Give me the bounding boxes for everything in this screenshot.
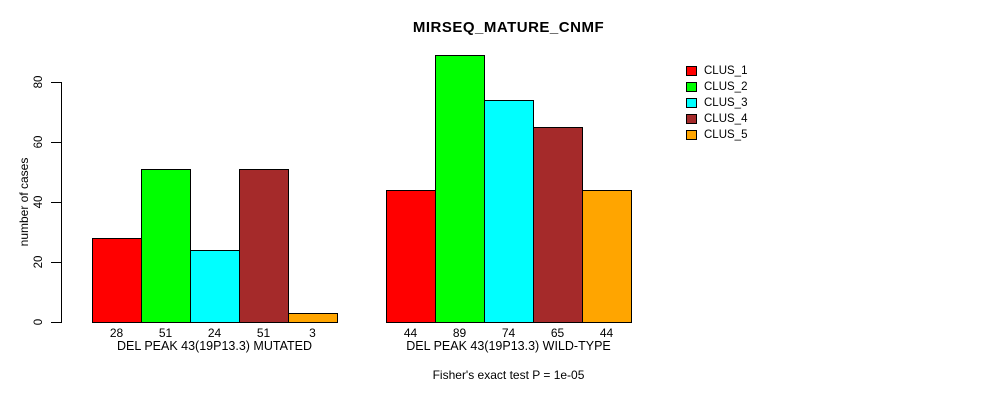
bar-clus_1-group2	[386, 190, 436, 323]
y-axis-tick	[51, 82, 61, 83]
chart-title: MIRSEQ_MATURE_CNMF	[412, 19, 605, 36]
bar-clus_2-group2	[435, 55, 485, 323]
legend-swatch-clus_3	[686, 98, 697, 108]
bar-value-label: 24	[207, 326, 222, 340]
bar-value-label: 74	[501, 326, 516, 340]
legend-label: CLUS_4	[704, 113, 748, 125]
legend-swatch-clus_5	[686, 130, 697, 140]
bar-value-label: 65	[550, 326, 565, 340]
footer-caption: Fisher's exact test P = 1e-05	[432, 368, 585, 382]
legend-label: CLUS_5	[704, 129, 748, 141]
y-axis-tick	[51, 142, 61, 143]
bar-clus_3-group1	[190, 250, 240, 323]
y-axis-tick	[51, 322, 61, 323]
group-axis-label: DEL PEAK 43(19P13.3) WILD-TYPE	[406, 339, 611, 353]
bar-value-label: 3	[309, 326, 316, 340]
legend-label: CLUS_1	[704, 65, 748, 77]
legend-swatch-clus_4	[686, 114, 697, 124]
legend-swatch-clus_1	[686, 66, 697, 76]
bar-clus_4-group2	[533, 127, 583, 323]
legend-item-clus_3: CLUS_3	[686, 95, 747, 111]
bar-value-label: 51	[158, 326, 173, 340]
legend-item-clus_1: CLUS_1	[686, 63, 747, 79]
legend-label: CLUS_3	[704, 97, 748, 109]
y-axis-tick-label: 20	[33, 255, 45, 269]
legend-label: CLUS_2	[704, 81, 748, 93]
bar-clus_4-group1	[239, 169, 289, 323]
bar-clus_1-group1	[92, 238, 142, 323]
bar-value-label: 28	[109, 326, 124, 340]
y-axis-tick-label: 80	[33, 75, 45, 89]
y-axis-tick-label: 60	[33, 135, 45, 149]
y-axis-tick-label: 0	[33, 318, 45, 326]
bar-clus_2-group1	[141, 169, 191, 323]
bar-clus_5-group2	[582, 190, 632, 323]
bar-value-label: 44	[403, 326, 418, 340]
bar-clus_3-group2	[484, 100, 534, 323]
y-axis-tick	[51, 262, 61, 263]
y-axis-tick	[51, 202, 61, 203]
bar-value-label: 44	[599, 326, 614, 340]
bar-value-label: 51	[256, 326, 271, 340]
bar-clus_5-group1	[288, 313, 338, 323]
y-axis-line	[61, 82, 62, 323]
legend-item-clus_2: CLUS_2	[686, 79, 747, 95]
group-axis-label: DEL PEAK 43(19P13.3) MUTATED	[117, 339, 312, 353]
legend-swatch-clus_2	[686, 82, 697, 92]
legend-item-clus_4: CLUS_4	[686, 111, 747, 127]
y-axis-tick-label: 40	[33, 195, 45, 209]
bar-value-label: 89	[452, 326, 467, 340]
y-axis-label: number of cases	[17, 157, 31, 247]
legend-item-clus_5: CLUS_5	[686, 127, 747, 143]
